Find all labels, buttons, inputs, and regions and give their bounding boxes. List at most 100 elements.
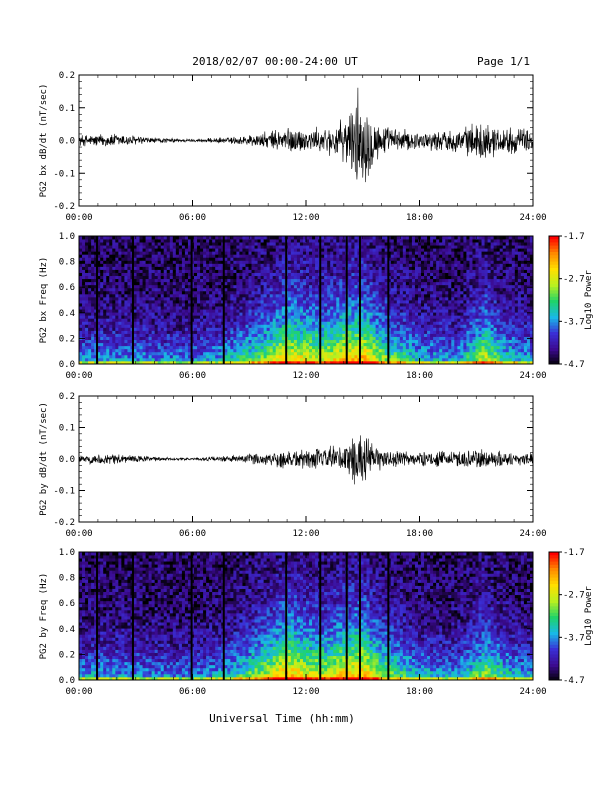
spectrogram-cell (194, 248, 198, 252)
spectrogram-cell (94, 309, 98, 313)
spectrogram-cell (393, 242, 398, 246)
spectrogram-cell (417, 293, 422, 298)
spectrogram-cell (321, 257, 325, 261)
spectrogram-cell (281, 303, 286, 307)
spectrogram-cell (169, 281, 174, 286)
spectrogram-cell (178, 242, 183, 246)
spectrogram-cell (112, 360, 116, 365)
spectrogram-cell (94, 321, 98, 325)
spectrogram-cell (175, 272, 180, 277)
spectrogram-cell (209, 333, 213, 337)
spectrogram-cell (148, 348, 153, 353)
spectrogram-cell (184, 281, 189, 286)
spectrogram-cell (215, 269, 219, 273)
spectrogram-cell (82, 312, 86, 316)
spectrogram-cell (139, 296, 143, 301)
spectrogram-cell (315, 348, 319, 353)
spectrogram-cell (218, 348, 222, 353)
spectrogram-cell (312, 342, 316, 347)
spectrogram-cell (351, 300, 355, 304)
panels-group: 0.20.10.0-0.1-0.200:00 06:00 12:00 18:00 24:… (39, 71, 594, 697)
spectrogram-cell (215, 330, 219, 334)
spectrogram-cell (236, 315, 240, 319)
spectrogram-cell (242, 293, 246, 298)
spectrogram-cell (309, 287, 313, 292)
spectrogram-cell (411, 251, 416, 255)
spectrogram-cell (121, 306, 125, 310)
spectrogram-cell (145, 236, 150, 240)
spectrogram-cell (272, 342, 277, 347)
spectrogram-cell (287, 360, 292, 365)
spectrogram-cell (363, 290, 367, 295)
spectrogram-cell (206, 306, 210, 310)
spectrogram-cell (351, 251, 355, 255)
spectrogram-cell (375, 266, 380, 270)
spectrogram-cell (106, 242, 110, 246)
spectrogram-cell (348, 324, 352, 328)
spectrogram-cell (181, 303, 186, 307)
spectrogram-cell (257, 309, 261, 313)
spectrogram-cell (263, 300, 268, 304)
spectrogram-cell (417, 306, 422, 310)
spectrogram-cell (421, 351, 425, 356)
spectrogram-cell (384, 290, 389, 295)
spectrogram-cell (160, 281, 165, 286)
spectrogram-cell (127, 333, 131, 337)
spectrogram-cell (224, 278, 228, 283)
spectrogram-cell (115, 357, 119, 362)
spectrogram-cell (94, 351, 98, 356)
spectrogram-cell (160, 257, 165, 261)
spectrogram-cell (106, 324, 110, 328)
spectrogram-cell (306, 251, 310, 255)
spectrogram-cell (390, 281, 395, 286)
spectrogram-cell (302, 287, 307, 292)
spectrogram-cell (200, 348, 204, 353)
spectrogram-cell (381, 296, 386, 301)
spectrogram-cell (230, 333, 234, 337)
spectrogram-cell (230, 269, 234, 273)
spectrogram-cell (387, 306, 392, 310)
spectrogram-cell (91, 263, 95, 267)
spectrogram-cell (82, 239, 86, 243)
spectrogram-cell (227, 296, 231, 301)
spectrogram-cell (163, 351, 168, 356)
spectrogram-cell (145, 348, 150, 353)
spectrogram-cell (151, 257, 156, 261)
spectrogram-cell (396, 275, 401, 280)
spectrogram-cell (85, 300, 89, 304)
spectrogram-cell (417, 287, 422, 292)
spectrogram-cell (321, 345, 325, 350)
spectrogram-cell (233, 266, 237, 270)
spectrogram-cell (360, 257, 364, 261)
spectrogram-cell (245, 266, 249, 270)
spectrogram-cell (163, 309, 168, 313)
spectrogram-cell (230, 245, 234, 249)
spectrogram-cell (212, 324, 216, 328)
spectrogram-cell (100, 321, 104, 325)
spectrogram-cell (224, 296, 228, 301)
spectrogram-cell (363, 315, 367, 319)
spectrogram-cell (224, 318, 228, 322)
spectrogram-cell (421, 284, 425, 289)
spectrogram-cell (79, 248, 83, 252)
spectrogram-cell (136, 266, 140, 270)
spectrogram-cell (396, 284, 401, 289)
spectrogram-cell (411, 263, 416, 267)
spectrogram-cell (200, 287, 204, 292)
spectrogram-cell (197, 360, 201, 365)
spectrogram-cell (175, 275, 180, 280)
spectrogram-cell (396, 309, 401, 313)
spectrogram-cell (381, 260, 386, 264)
spectrogram-cell (427, 251, 431, 255)
spectrogram-cell (148, 333, 153, 337)
spectrogram-cell (100, 327, 104, 331)
spectrogram-cell (200, 251, 204, 255)
spectrogram-cell (209, 263, 213, 267)
spectrogram-cell (266, 303, 271, 307)
spectrogram-cell (299, 336, 304, 341)
spectrogram-cell (293, 287, 298, 292)
spectrogram-cell (333, 251, 337, 255)
spectrogram-cell (263, 330, 268, 334)
spectrogram-cell (88, 321, 92, 325)
spectrogram-cell (330, 333, 334, 337)
